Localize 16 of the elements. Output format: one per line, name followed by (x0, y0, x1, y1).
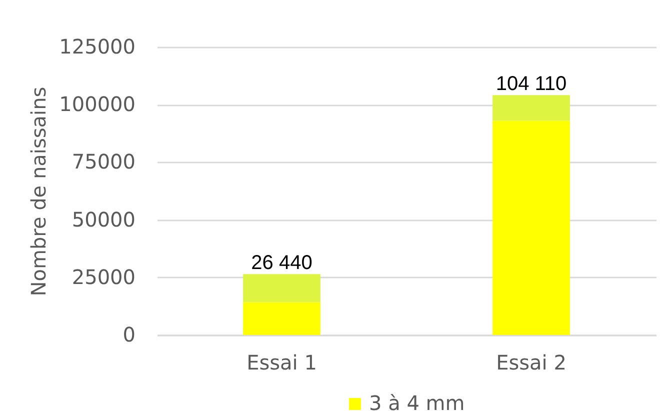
bar (243, 274, 320, 302)
x-tick-label: Essai 1 (246, 350, 317, 374)
bar (243, 302, 320, 335)
y-tick-label: 25000 (72, 264, 136, 289)
total-label: 104 110 (496, 73, 567, 96)
y-tick-label: 0 (122, 322, 136, 346)
x-tick-label: Essai 2 (496, 350, 566, 374)
total-label: 26 440 (251, 252, 312, 274)
y-tick-label: 100000 (59, 92, 136, 116)
bar (492, 120, 570, 335)
legend-label: 3 à 4 mm (369, 391, 465, 411)
y-tick-label: 75000 (72, 150, 136, 174)
y-tick-label: 50000 (72, 207, 136, 232)
y-tick-label: 125000 (59, 34, 136, 58)
y-axis-title: Nombre de naissains (26, 86, 50, 296)
bar (492, 95, 570, 121)
